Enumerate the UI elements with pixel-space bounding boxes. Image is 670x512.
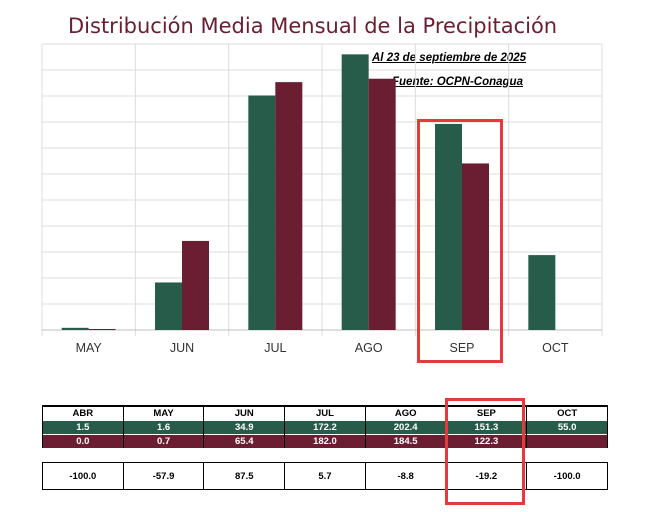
table-header-cell: JUL	[284, 405, 366, 421]
bar-may-series-2	[88, 329, 116, 330]
x-tick-label: JUL	[264, 341, 286, 355]
bar-ago-series-1	[341, 54, 369, 331]
table-cell: -100.0	[526, 462, 608, 490]
table-cell: 1.6	[122, 420, 205, 435]
chart-category-labels: MAY JUN JUL AGO SEP OCT	[76, 341, 569, 355]
x-tick-label: MAY	[76, 341, 103, 355]
x-tick-label: OCT	[542, 341, 569, 355]
bar-sep-series-2	[462, 163, 489, 330]
x-tick-label: JUN	[170, 341, 194, 355]
table-cell: 184.5	[364, 434, 447, 448]
table-spacer	[42, 448, 608, 463]
bar-ago-series-2	[368, 78, 396, 330]
x-tick-label: AGO	[355, 341, 383, 355]
bar-chart: MAY JUN JUL AGO SEP OCT	[41, 43, 603, 355]
source-note: Fuente: OCPN-Conagua	[392, 76, 523, 88]
chart-title: Distribución Media Mensual de la Precipi…	[68, 14, 558, 38]
table-cell: -57.9	[122, 462, 205, 490]
table-header-cell: OCT	[526, 405, 608, 421]
table-row-series-b: 0.0 0.7 65.4 182.0 184.5 122.3	[42, 434, 608, 448]
table-cell: 182.0	[284, 434, 366, 448]
table-cell: 55.0	[526, 420, 608, 435]
table-cell: 87.5	[203, 462, 286, 490]
table-cell: -8.8	[364, 462, 447, 490]
table-header-cell: MAY	[122, 405, 205, 421]
table-cell: 0.7	[122, 434, 205, 448]
bar-jun-series-2	[182, 240, 209, 330]
bar-oct-series-1	[528, 255, 556, 330]
table-cell	[526, 434, 608, 448]
table-cell: 172.2	[284, 420, 366, 435]
date-note: Al 23 de septiembre de 2025	[372, 52, 527, 64]
table-cell: 0.0	[42, 434, 124, 448]
table-row-series-a: 1.5 1.6 34.9 172.2 202.4 151.3 55.0	[42, 420, 608, 435]
table-cell: -100.0	[42, 462, 124, 490]
table-row-difference: -100.0 -57.9 87.5 5.7 -8.8 -19.2 -100.0	[42, 462, 608, 490]
x-tick-label: SEP	[449, 341, 474, 355]
table-cell: 151.3	[445, 420, 528, 435]
bar-jun-series-1	[155, 282, 182, 330]
bar-may-series-1	[61, 327, 89, 330]
highlight-box-table	[445, 398, 525, 505]
chart-grid	[41, 43, 603, 336]
table-cell: 1.5	[42, 420, 124, 435]
table-header-row: ABR MAY JUN JUL AGO SEP OCT	[42, 405, 608, 421]
table-cell: 65.4	[203, 434, 286, 448]
bar-jul-series-2	[275, 82, 303, 330]
table-header-cell: JUN	[203, 405, 286, 421]
table-cell: 34.9	[203, 420, 286, 435]
table-header-cell: ABR	[42, 405, 124, 421]
table-cell: 5.7	[284, 462, 366, 490]
bar-jul-series-1	[248, 95, 276, 330]
table-cell: 202.4	[364, 420, 447, 435]
bar-sep-series-1	[435, 123, 462, 330]
data-table: ABR MAY JUN JUL AGO SEP OCT 1.5 1.6 34.9 172.2 202…	[42, 405, 608, 490]
table-header-cell: AGO	[364, 405, 447, 421]
highlight-box-chart	[417, 119, 503, 363]
chart-bars	[61, 54, 556, 331]
